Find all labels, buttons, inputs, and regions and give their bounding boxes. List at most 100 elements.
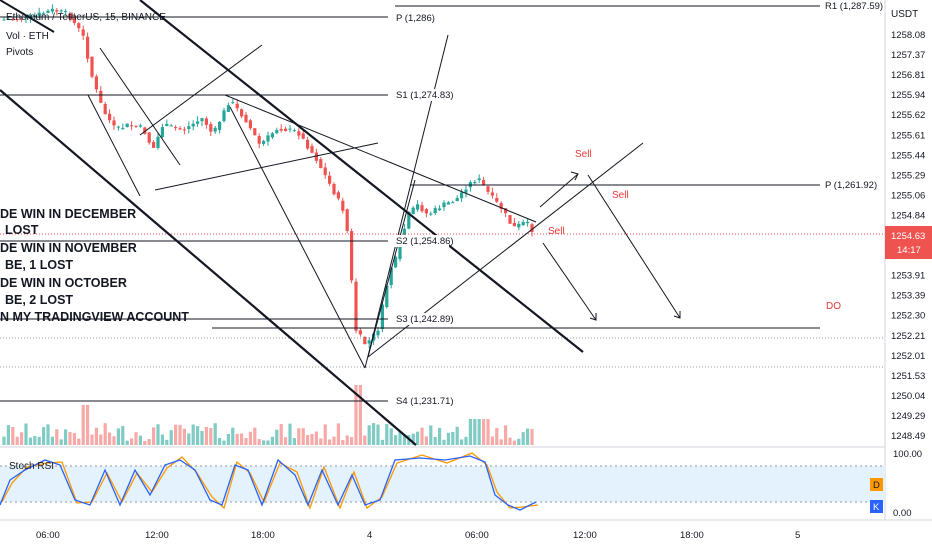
volume-bar: [187, 433, 191, 445]
candle-body: [508, 215, 512, 224]
candle-body: [108, 113, 112, 121]
candle-body: [240, 109, 244, 117]
pivot-label-s1: S1 (1,274.83): [396, 90, 454, 101]
candle-body: [438, 208, 442, 211]
volume-bars: [2, 385, 534, 445]
volume-bar: [442, 439, 446, 445]
symbol-title[interactable]: Ethereum / TetherUS, 15, BINANCE: [6, 12, 166, 23]
volume-bar: [504, 425, 508, 445]
candle-body: [367, 340, 371, 344]
candle-body: [160, 127, 164, 137]
pivot-labels: P (1,286) R1 (1,287.59) S1 (1,274.83) S2…: [393, 0, 883, 407]
volume-bar: [376, 424, 380, 445]
candle-body: [42, 13, 46, 15]
stoch-rsi-label[interactable]: Stoch RSI: [9, 461, 54, 472]
volume-bar: [196, 426, 200, 445]
volume-bar: [240, 433, 244, 445]
volume-bar: [363, 435, 367, 445]
volume-bar: [526, 428, 530, 445]
stoch-k-badge-label: K: [873, 502, 880, 513]
candle-body: [490, 192, 494, 196]
volume-bar: [218, 437, 222, 445]
candle-body: [138, 125, 142, 127]
candle-body: [499, 203, 503, 209]
candle-body: [270, 133, 274, 138]
volume-bar: [143, 440, 147, 445]
candle-body: [363, 336, 367, 345]
volume-bar: [86, 405, 90, 445]
volume-bar: [530, 429, 534, 445]
notes-block: DE WIN IN DECEMBER LOST DE WIN IN NOVEMB…: [0, 207, 189, 324]
candle-body: [473, 181, 477, 184]
time-tick: 06:00: [465, 530, 489, 541]
volume-bar: [77, 438, 81, 445]
currency-label: USDT: [891, 9, 918, 20]
volume-bar: [517, 438, 521, 445]
candle-body: [125, 123, 129, 128]
volume-label[interactable]: Vol · ETH: [6, 31, 49, 42]
candle-body: [526, 221, 530, 224]
candle-body: [81, 29, 85, 36]
candle-body: [477, 178, 481, 181]
last-price-tag: [885, 226, 932, 259]
candle-body: [6, 19, 10, 21]
candle-body: [266, 135, 270, 142]
volume-bar: [301, 428, 305, 445]
volume-bar: [380, 439, 384, 445]
volume-bar: [394, 435, 398, 445]
candle-body: [50, 8, 54, 12]
volume-bar: [266, 440, 270, 445]
price-tick: 1255.94: [891, 90, 925, 101]
volume-bar: [358, 385, 362, 445]
pivot-label-s4: S4 (1,231.71): [396, 396, 454, 407]
volume-bar: [42, 427, 46, 445]
note-line: DE WIN IN DECEMBER: [0, 207, 136, 221]
sell-annotation-1[interactable]: Sell: [575, 149, 592, 160]
do-annotation[interactable]: DO: [826, 301, 841, 312]
price-tick: 1257.37: [891, 50, 925, 61]
candle-body: [358, 330, 362, 335]
candle-body: [37, 12, 41, 16]
volume-bar: [477, 419, 481, 445]
price-tick: 1249.29: [891, 411, 925, 422]
time-tick: 5: [795, 530, 800, 541]
sell-annotation-2[interactable]: Sell: [612, 190, 629, 201]
trend-drawings[interactable]: [0, 0, 681, 446]
volume-bar: [28, 437, 32, 445]
volume-bar: [350, 437, 354, 445]
candle-body: [411, 207, 415, 214]
price-axis: 1258.08 1257.37 1256.81 1255.94 1255.62 1255.…: [891, 30, 925, 442]
candle-body: [486, 186, 490, 192]
candle-body: [103, 104, 107, 115]
price-tick: 1258.08: [891, 30, 925, 41]
stoch-band: [0, 466, 885, 502]
candle-body: [420, 205, 424, 212]
volume-bar: [420, 427, 424, 445]
volume-bar: [332, 436, 336, 445]
volume-bar: [226, 433, 230, 445]
candle-body: [72, 17, 76, 23]
volume-bar: [165, 439, 169, 445]
volume-bar: [200, 431, 204, 445]
time-tick: 4: [367, 530, 372, 541]
candle-body: [90, 56, 94, 77]
stoch-k-line: [0, 455, 537, 511]
volume-bar: [446, 432, 450, 445]
volume-bar: [37, 436, 41, 445]
volume-bar: [367, 425, 371, 445]
volume-bar: [314, 431, 318, 445]
candle-body: [341, 200, 345, 211]
volume-bar: [486, 419, 490, 445]
price-axis-area[interactable]: [885, 0, 932, 550]
candle-body: [504, 208, 508, 214]
sell-annotation-3[interactable]: Sell: [548, 226, 565, 237]
pivots-label[interactable]: Pivots: [6, 47, 34, 58]
last-price-value: 1254.63: [891, 231, 925, 242]
volume-bar: [306, 434, 310, 445]
volume-bar: [323, 424, 327, 445]
volume-bar: [231, 427, 235, 445]
price-tick: 1255.61: [891, 130, 925, 141]
candle-body: [248, 120, 252, 129]
volume-bar: [50, 436, 54, 445]
